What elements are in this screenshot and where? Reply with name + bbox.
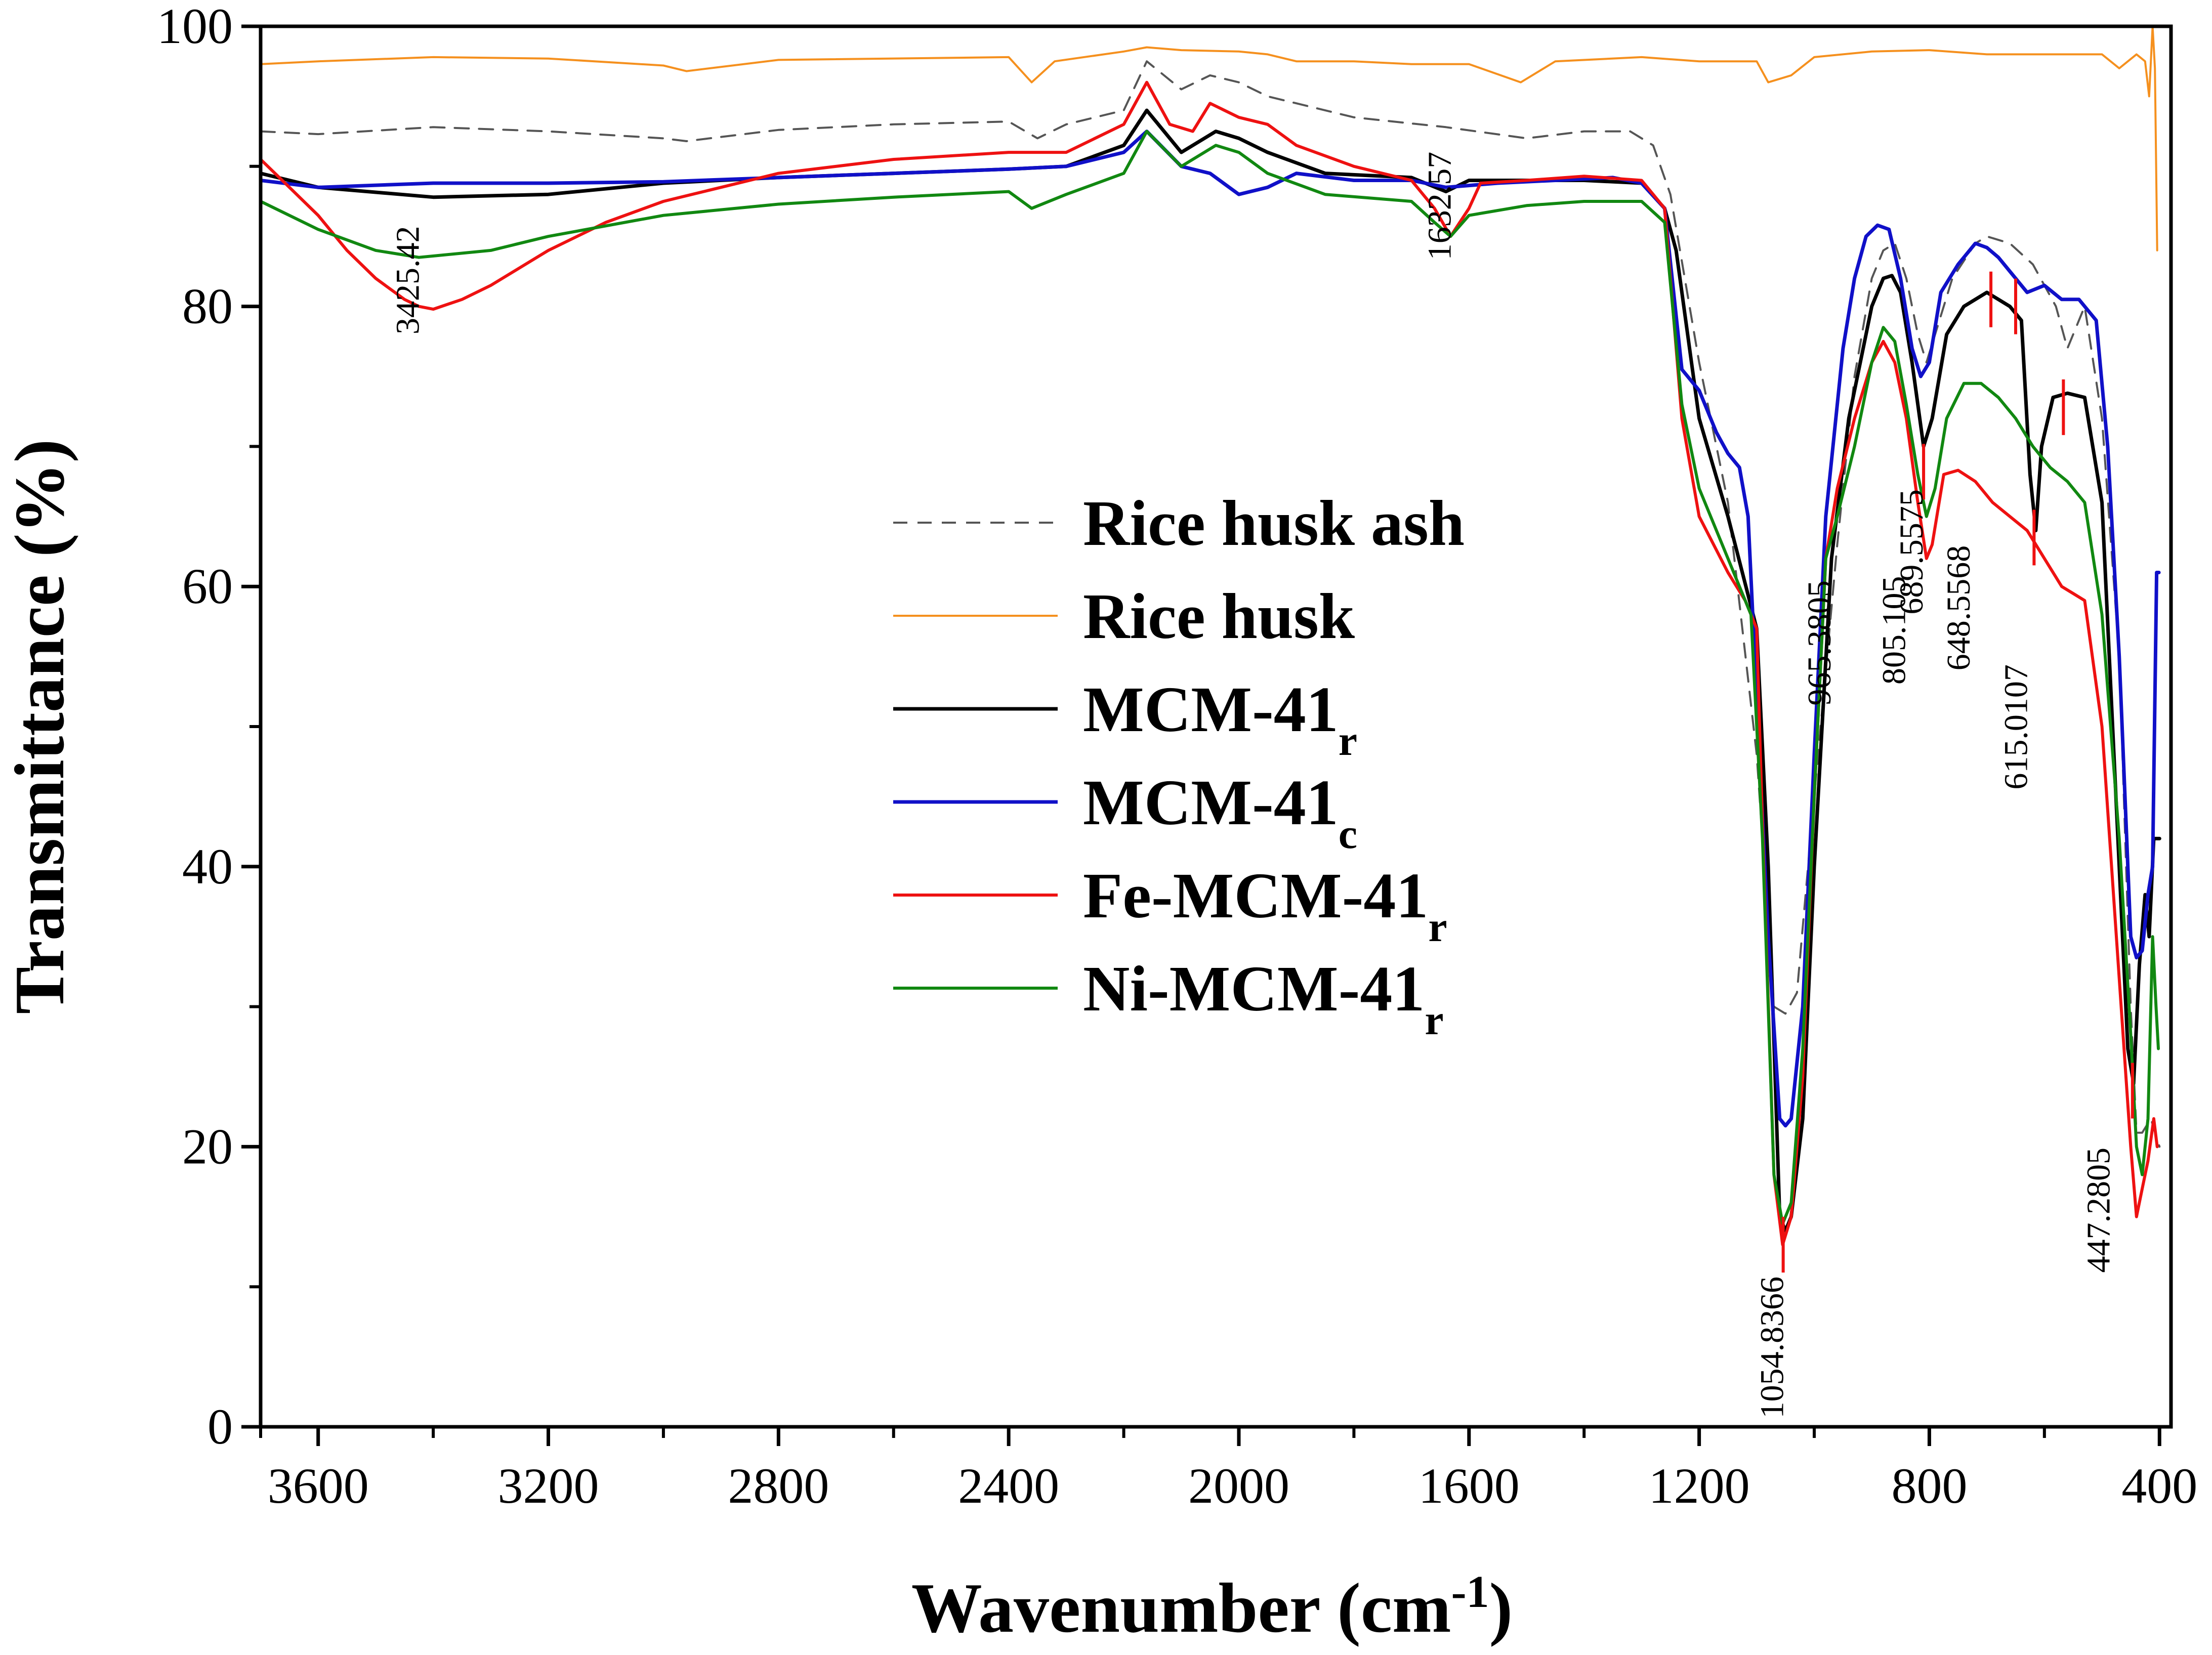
annotation-layer: 3425.42 1632.57 1054.8366 965.3805 805.10568… [390,152,2117,1419]
series-line-femcm [259,80,2159,1247]
y-tick-label: 60 [182,558,233,614]
legend-label-text: Fe-MCM-41 [1083,860,1428,931]
peak-annotation-3: 965.3805 [1801,580,1838,706]
y-tick-label: 100 [157,0,233,54]
peak-annotation-4: 805.105 [1876,576,1913,685]
series-line-mcmr [259,108,2161,1233]
x-tick-label: 2000 [1188,1458,1289,1514]
legend-label-subscript: r [1428,904,1447,951]
y-tick-label: 40 [182,838,233,895]
legend-label-text: Rice husk [1083,580,1355,652]
peak-mark-layer [1781,271,2134,1273]
legend-label-text: MCM-41 [1083,767,1339,838]
x-tick-label: 2400 [958,1458,1059,1514]
y-tick-label: 0 [207,1398,233,1455]
x-axis-title-main: Wavenumber (cm [911,1569,1451,1647]
y-tick-label: 20 [182,1118,233,1174]
x-tick-label: 1200 [1649,1458,1750,1514]
legend-label-mcmr: MCM-41r [1083,673,1357,765]
x-axis-title-superscript: -1 [1451,1567,1489,1617]
series-line-nimcm [259,130,2160,1225]
peak-annotation-2: 1054.8366 [1754,1277,1791,1419]
x-axis-title-close: ) [1489,1569,1513,1647]
x-tick-label: 1600 [1418,1458,1520,1514]
x-tick-label: 800 [1891,1458,1967,1514]
legend-label-nimcm: Ni-MCM-41r [1083,953,1444,1044]
legend-label-rh: Rice husk [1083,580,1355,652]
y-tick-label: 80 [182,278,233,334]
series-line-rh [260,25,2158,251]
x-tick-label: 3600 [268,1458,369,1514]
peak-annotation-8: 447.2805 [2080,1148,2117,1273]
legend-label-femcm: Fe-MCM-41r [1083,860,1447,951]
legend-label-subscript: c [1339,811,1357,858]
peak-annotation-1: 1632.57 [1421,152,1458,261]
legend-label-mcmc: MCM-41c [1083,767,1357,858]
tick-layer: 3600 3200 2800 2400 2000 1600 1200 800 400 0 20 40 6… [157,0,2197,1514]
x-tick-label: 3200 [498,1458,599,1514]
legend-label-text: MCM-41 [1083,673,1339,745]
legend-label-subscript: r [1339,717,1357,765]
x-tick-label: 400 [2121,1458,2197,1514]
peak-annotation-6: 648.5568 [1940,545,1977,671]
series-layer [259,25,2161,1247]
y-axis-title: Transmittance (%) [1,439,79,1014]
x-axis-title: Wavenumber (cm-1) [911,1567,1513,1648]
x-tick-label: 2800 [728,1458,829,1514]
peak-annotation-5: 689.5575 [1893,489,1930,615]
legend-label-text: Ni-MCM-41 [1083,953,1425,1025]
legend-label-text: Rice husk ash [1083,487,1465,559]
peak-annotation-0: 3425.42 [390,226,427,335]
legend-label-subscript: r [1425,997,1443,1044]
peak-annotation-7: 615.0107 [1998,664,2035,790]
legend-label-rha: Rice husk ash [1083,487,1465,559]
